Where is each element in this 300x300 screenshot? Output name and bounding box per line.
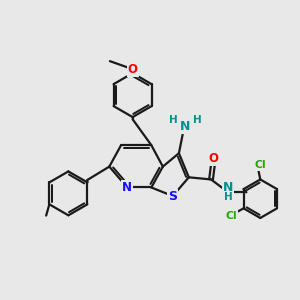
Text: S: S — [168, 190, 177, 202]
Text: O: O — [128, 63, 138, 76]
Text: N: N — [223, 181, 233, 194]
Text: Cl: Cl — [254, 160, 266, 170]
Text: H: H — [193, 115, 202, 125]
Text: N: N — [122, 181, 132, 194]
Text: Cl: Cl — [225, 211, 237, 221]
Text: H: H — [169, 115, 178, 125]
Text: N: N — [180, 120, 190, 133]
Text: H: H — [224, 192, 233, 202]
Text: O: O — [209, 152, 219, 165]
